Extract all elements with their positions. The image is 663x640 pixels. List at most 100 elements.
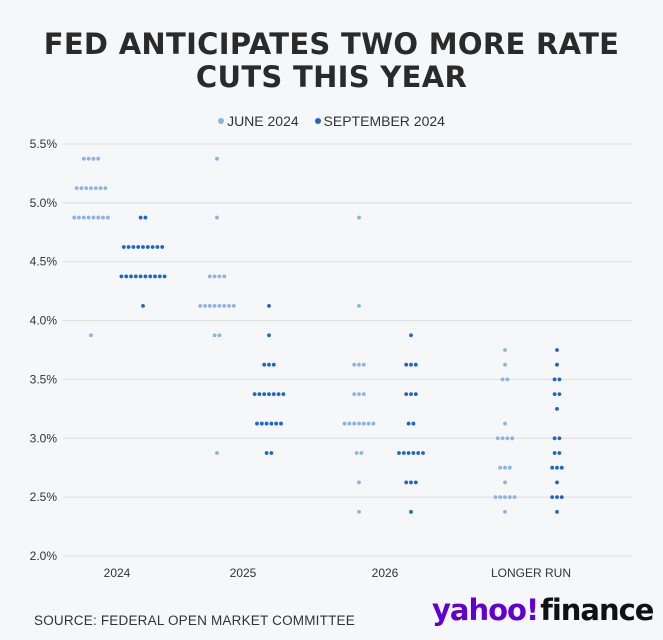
dot <box>227 303 231 308</box>
dot <box>281 392 286 397</box>
series-september-2024 <box>119 215 564 514</box>
dot <box>361 362 366 367</box>
dot <box>342 421 347 426</box>
source-note: SOURCE: FEDERAL OPEN MARKET COMMITTEE <box>34 613 355 628</box>
x-tick-label: 2026 <box>372 566 399 580</box>
dot <box>409 392 413 397</box>
dot <box>500 377 505 382</box>
dot <box>103 186 108 191</box>
dot <box>157 274 162 279</box>
dot <box>79 186 84 191</box>
dot <box>357 480 361 485</box>
dot <box>160 245 165 249</box>
dot <box>217 303 222 308</box>
dot <box>500 436 505 441</box>
dot <box>77 215 81 220</box>
dot <box>503 362 507 367</box>
dot <box>198 303 203 308</box>
legend-label-june: JUNE 2024 <box>227 113 299 129</box>
dot-plot-chart: 5.5% 5.0% 4.5% 4.0% 3.5% 3.0% 2.5% 2.0% 2024 2025… <box>30 137 632 580</box>
dot <box>126 245 131 249</box>
dot <box>74 186 79 191</box>
dot <box>505 377 510 382</box>
dot <box>271 362 276 367</box>
dot <box>409 509 413 514</box>
dot <box>212 333 217 338</box>
dot <box>215 215 219 220</box>
dot <box>406 421 411 426</box>
chart-title-line-1: FED ANTICIPATES TWO MORE RATE <box>43 27 620 61</box>
x-tick-label: 2024 <box>104 566 131 580</box>
dot <box>96 215 101 220</box>
dot <box>212 303 217 308</box>
dot <box>215 451 219 455</box>
dot <box>557 392 562 397</box>
y-tick-label: 3.0% <box>30 431 58 445</box>
dot <box>555 480 559 485</box>
dot <box>155 245 160 249</box>
dot <box>136 245 141 249</box>
dot <box>217 333 222 338</box>
dot <box>101 215 105 220</box>
dot <box>81 215 86 220</box>
dot <box>207 274 212 279</box>
dot <box>552 392 557 397</box>
dot <box>141 303 145 308</box>
dot <box>255 421 259 426</box>
dot <box>359 451 364 455</box>
legend-label-september: SEPTEMBER 2024 <box>323 113 445 129</box>
legend-swatch-june <box>218 118 225 125</box>
dot <box>267 333 271 338</box>
y-tick-label: 5.0% <box>30 196 58 210</box>
chart-title-line-2: CUTS THIS YEAR <box>195 60 468 94</box>
dot <box>404 362 409 367</box>
dot <box>409 362 413 367</box>
dot <box>409 333 413 338</box>
dot <box>397 451 401 455</box>
dot <box>267 392 271 397</box>
dot <box>559 465 564 470</box>
legend-swatch-september <box>314 118 321 125</box>
dot <box>555 362 559 367</box>
dot <box>555 465 559 470</box>
dot <box>86 156 91 161</box>
dot <box>557 436 562 441</box>
dot <box>150 245 155 249</box>
dot <box>357 421 361 426</box>
dot <box>413 480 418 485</box>
dot <box>98 186 103 191</box>
dot <box>153 274 157 279</box>
x-tick-label: LONGER RUN <box>491 566 571 580</box>
dot <box>267 362 271 367</box>
dot <box>401 451 406 455</box>
x-tick-label: 2025 <box>230 566 257 580</box>
dot <box>559 495 564 500</box>
dot <box>264 421 269 426</box>
dot <box>354 451 359 455</box>
y-tick-label: 3.5% <box>30 372 58 386</box>
dot <box>212 274 217 279</box>
dot <box>503 509 507 514</box>
dot <box>357 362 361 367</box>
dot <box>119 274 124 279</box>
dot <box>148 274 153 279</box>
dot <box>357 303 361 308</box>
dot <box>279 421 283 426</box>
dot <box>413 362 418 367</box>
dot <box>138 215 143 220</box>
dot <box>91 215 96 220</box>
dot <box>145 245 150 249</box>
yahoo-finance-logo: yahoo!finance <box>432 592 654 628</box>
dot <box>86 215 91 220</box>
legend: JUNE 2024 SEPTEMBER 2024 <box>0 113 663 129</box>
dot <box>361 421 366 426</box>
dot <box>411 421 416 426</box>
dot <box>347 421 352 426</box>
dot <box>421 451 425 455</box>
dot <box>371 421 376 426</box>
dot <box>555 406 559 411</box>
dot <box>352 392 357 397</box>
dot <box>124 274 129 279</box>
dot <box>72 215 77 220</box>
dot <box>89 333 93 338</box>
